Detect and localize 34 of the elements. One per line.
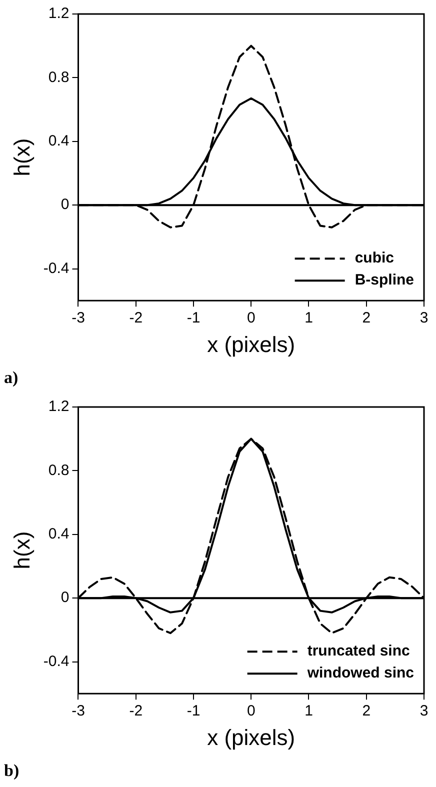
x-tick-label: 0	[246, 702, 256, 720]
y-tick-label: -0.4	[43, 260, 70, 277]
y-axis-title: h(x)	[9, 138, 34, 176]
text: b)	[4, 760, 20, 780]
x-tick-label: -2	[129, 310, 143, 327]
y-axis-title: h(x)	[9, 531, 34, 570]
y-tick-label: 0	[60, 589, 70, 606]
x-tick-label: 0	[246, 310, 256, 327]
x-tick-label: -3	[72, 310, 85, 327]
legend-label: windowed sinc	[306, 664, 414, 682]
x-axis-title: x (pixels)	[207, 724, 296, 750]
x-tick-label: -3	[72, 702, 85, 720]
y-tick-label: 0.4	[48, 132, 70, 150]
x-tick-label: -2	[129, 702, 143, 720]
text: a)	[4, 368, 18, 387]
x-axis-title: x (pixels)	[207, 332, 296, 357]
x-tick-label: 1	[304, 702, 313, 720]
x-tick-label: 1	[304, 310, 313, 327]
y-tick-label: 0.8	[48, 462, 70, 479]
legend-label: truncated sinc	[307, 642, 410, 660]
y-tick-label: -0.4	[43, 652, 70, 670]
x-tick-label: 3	[420, 702, 428, 720]
y-tick-label: 0.4	[48, 526, 70, 543]
x-tick-label: 3	[420, 310, 428, 327]
x-tick-label: 2	[362, 310, 371, 327]
y-tick-label: 1.2	[48, 5, 70, 22]
legend-label: B-spline	[354, 272, 414, 289]
x-tick-label: -1	[186, 702, 200, 720]
y-tick-label: 0.8	[48, 68, 70, 86]
x-tick-label: -1	[186, 310, 200, 327]
legend-label: cubic	[354, 250, 394, 267]
y-tick-label: 0	[60, 196, 70, 214]
y-tick-label: 1.2	[48, 398, 70, 416]
x-tick-label: 2	[362, 702, 371, 720]
